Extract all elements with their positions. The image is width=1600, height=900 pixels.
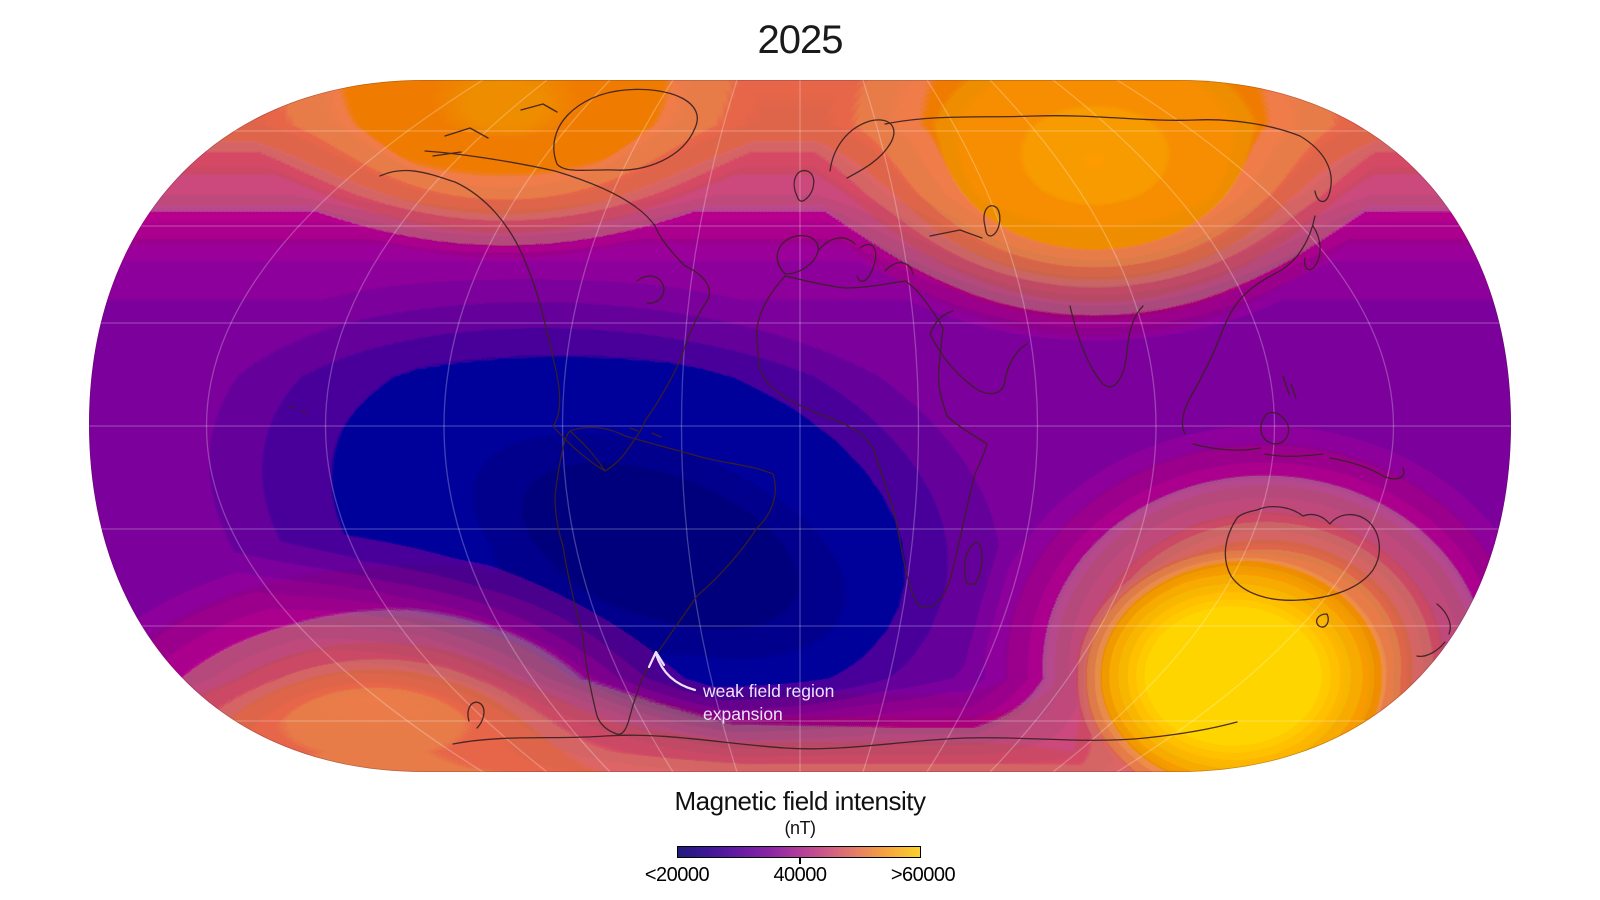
annotation-arrow-icon <box>654 652 697 692</box>
colorbar-mid-label: 40000 <box>773 864 827 886</box>
legend-title: Magnetic field intensity <box>674 786 926 816</box>
weak-field-annotation: weak field region expansion <box>647 650 834 724</box>
field-intensity-layer <box>89 80 1511 772</box>
colorbar-max-label: >60000 <box>890 864 956 886</box>
legend-unit: (nT) <box>784 818 817 838</box>
map-outline <box>89 80 1511 772</box>
colorbar-gradient <box>677 846 921 858</box>
colorbar-min-label: <20000 <box>644 864 710 886</box>
graticule-lines <box>89 80 1511 772</box>
annotation-line1: weak field region <box>702 681 834 701</box>
world-map: weak field region expansion <box>89 80 1511 772</box>
legend: Magnetic field intensity (nT) <20000 400… <box>0 786 1600 888</box>
page-title: 2025 <box>757 18 844 62</box>
annotation-arrowhead-icon <box>647 650 666 669</box>
colorbar-labels: <20000 40000 >60000 <box>645 864 956 888</box>
colorbar <box>677 846 923 864</box>
colorbar-mid-tick <box>799 858 801 864</box>
annotation-line2: expansion <box>703 704 783 724</box>
coastlines <box>289 88 1451 750</box>
